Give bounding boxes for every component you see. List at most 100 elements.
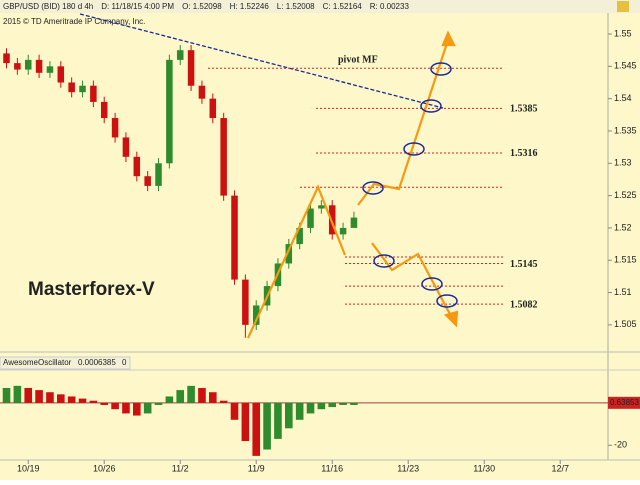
projection xyxy=(247,30,459,339)
x-tick-label: 11/16 xyxy=(321,463,343,473)
header-item: GBP/USD (BID) 180 d 4h xyxy=(3,2,93,11)
candle-body xyxy=(231,195,238,280)
candle-body xyxy=(350,217,358,228)
osc-bar xyxy=(295,402,304,420)
candle-body xyxy=(14,63,21,70)
osc-header xyxy=(0,356,131,370)
osc-bar xyxy=(263,402,271,450)
osc-value: 0.0006385 xyxy=(78,358,116,367)
candle-body xyxy=(100,101,108,119)
marker xyxy=(430,62,452,76)
candle-body xyxy=(318,205,325,209)
x-tick-label: 10/26 xyxy=(93,463,116,473)
marker xyxy=(436,294,458,308)
marker xyxy=(421,277,443,291)
osc-bar xyxy=(241,402,250,442)
candle-body xyxy=(339,227,347,235)
candle-body xyxy=(144,176,151,186)
y-tick-label: 1.505 xyxy=(614,319,637,329)
y-tick-label: 1.53 xyxy=(614,158,632,168)
y-tick-label: 1.55 xyxy=(614,28,632,38)
candle-body xyxy=(90,85,97,102)
candle-body xyxy=(198,85,206,99)
osc-bar xyxy=(143,402,152,414)
candle-body xyxy=(307,208,314,228)
osc-bar xyxy=(350,402,358,405)
osc-bar xyxy=(328,402,337,408)
osc-bar xyxy=(165,396,174,403)
osc-title: AwesomeOscillator xyxy=(3,358,72,367)
x-tick-label: 11/9 xyxy=(248,463,265,473)
header-item: H: 1.52246 xyxy=(230,2,270,11)
osc-bar xyxy=(111,402,119,410)
candle-body xyxy=(187,50,195,86)
osc-bar xyxy=(230,402,239,420)
osc-bar xyxy=(78,398,87,403)
x-tick-label: 11/30 xyxy=(473,463,495,473)
y-tick-label: 1.54 xyxy=(614,93,632,103)
osc-bar xyxy=(24,387,33,403)
candle-body xyxy=(111,118,119,138)
osc-bar xyxy=(252,402,261,456)
current-label-box xyxy=(608,396,640,409)
osc-bar xyxy=(13,385,22,403)
osc-bar xyxy=(306,402,315,414)
osc-bar xyxy=(89,400,98,403)
arrow-head xyxy=(443,310,459,328)
marker xyxy=(362,181,384,195)
candle-body xyxy=(57,66,65,83)
projection-path xyxy=(357,39,450,206)
candle-body xyxy=(176,50,184,60)
candle-body xyxy=(220,118,227,196)
header-item: C: 1.52164 xyxy=(323,2,363,11)
candle-body xyxy=(122,137,130,157)
y-tick-label: 1.535 xyxy=(614,125,637,135)
osc-bar xyxy=(35,390,43,403)
candle-body xyxy=(328,205,336,235)
osc-bar xyxy=(133,402,141,416)
osc-bar xyxy=(46,392,54,403)
osc-bar xyxy=(57,394,65,403)
osc-bar xyxy=(198,387,206,403)
candle-body xyxy=(24,59,32,70)
watermark: 2015 © TD Ameritrade IP Company, Inc. xyxy=(3,17,145,26)
osc-bar xyxy=(209,392,217,403)
candle-body xyxy=(46,66,54,73)
candle-body xyxy=(79,85,86,93)
candle-body xyxy=(252,305,260,325)
osc-bar xyxy=(317,402,326,410)
oscillator-panel: -20 0.63853 AwesomeOscillator 0.0006385 0 10/… xyxy=(0,358,640,473)
y-tick-label: -20 xyxy=(614,440,627,450)
level-label: 1.5385 xyxy=(510,104,538,115)
osc-bar xyxy=(274,402,282,439)
osc-bar xyxy=(2,387,11,403)
level-label: 1.5082 xyxy=(510,299,538,310)
candle-body xyxy=(285,244,293,264)
header-item: D: 11/18/15 4:00 PM xyxy=(101,2,174,11)
x-tick-label: 12/7 xyxy=(551,463,569,473)
level-label: 1.5145 xyxy=(510,259,538,270)
candle-body xyxy=(209,98,217,119)
y-tick-label: 1.51 xyxy=(614,287,632,297)
header-item: L: 1.52008 xyxy=(277,2,315,11)
osc-bar xyxy=(67,396,76,403)
candle-body xyxy=(155,163,162,186)
marker xyxy=(420,99,442,113)
trend-line xyxy=(79,13,444,109)
candle-body xyxy=(242,279,249,325)
marker xyxy=(403,142,425,156)
candle-body xyxy=(133,156,141,177)
candle-body xyxy=(296,227,303,245)
osc-bar xyxy=(154,402,163,405)
header-item: R: 0.00233 xyxy=(370,2,410,11)
header-item: O: 1.52098 xyxy=(182,2,222,11)
markers xyxy=(362,62,458,308)
brand: Masterforex-V xyxy=(28,279,155,300)
osc-bar xyxy=(187,385,195,403)
osc-note: 0 xyxy=(122,358,127,367)
osc-bar xyxy=(339,402,347,405)
candle-body xyxy=(166,59,173,164)
icon[interactable] xyxy=(617,1,629,12)
